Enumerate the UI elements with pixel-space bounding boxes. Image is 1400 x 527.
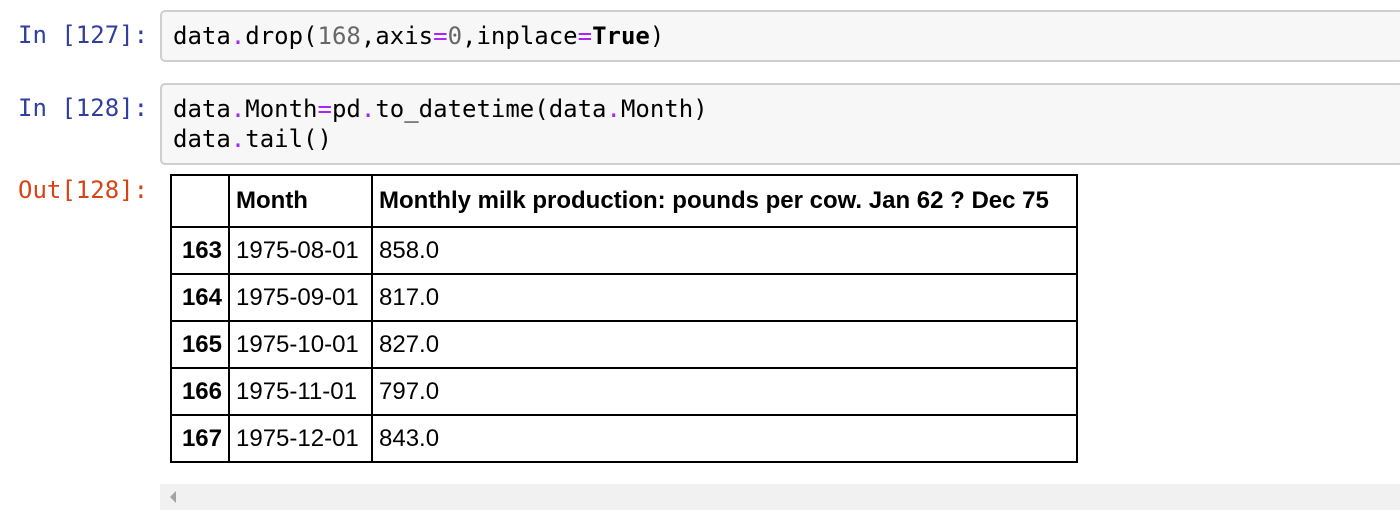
code-token: Month [245, 95, 318, 123]
index-header [170, 174, 230, 228]
scroll-left-arrow-icon[interactable] [170, 491, 176, 503]
table-row: 163 1975-08-01 858.0 [170, 226, 1078, 275]
code-line: data.Month=pd.to_datetime(data.Month) [173, 94, 708, 124]
output-prompt-128: Out[128]: [18, 176, 149, 204]
code-token: to_datetime(data [375, 95, 607, 123]
table-row: 164 1975-09-01 817.0 [170, 273, 1078, 322]
code-line: data.drop(168,axis=0,inplace=True) [173, 21, 664, 51]
code-token: . [230, 22, 246, 50]
value-cell: 827.0 [371, 320, 1078, 369]
code-token: tail() [245, 125, 332, 153]
month-cell: 1975-11-01 [228, 367, 373, 416]
input-prompt-128: In [128]: [18, 94, 149, 122]
code-token: = [317, 95, 332, 123]
code-cell-128[interactable]: data.Month=pd.to_datetime(data.Month) da… [160, 83, 1400, 165]
code-token: ,inplace [462, 22, 578, 50]
code-token: . [230, 95, 246, 123]
code-line: data.tail() [173, 124, 332, 154]
code-token: pd [331, 95, 361, 123]
table-header-row: Month Monthly milk production: pounds pe… [170, 174, 1078, 228]
code-token: ,axis [360, 22, 434, 50]
code-token: = [577, 22, 593, 50]
code-token: . [230, 125, 246, 153]
table-row: 167 1975-12-01 843.0 [170, 414, 1078, 463]
code-token: = [433, 22, 448, 50]
row-index: 166 [170, 367, 230, 416]
code-token: 0 [447, 22, 463, 50]
code-token: data [173, 125, 231, 153]
code-token: . [360, 95, 376, 123]
value-cell: 858.0 [371, 226, 1078, 275]
input-prompt-127: In [127]: [18, 21, 149, 49]
month-column-header: Month [228, 174, 373, 228]
code-cell-127[interactable]: data.drop(168,axis=0,inplace=True) [160, 10, 1400, 62]
code-token: ) [649, 22, 665, 50]
horizontal-scrollbar[interactable] [160, 484, 1400, 510]
code-token: drop( [245, 22, 318, 50]
month-cell: 1975-08-01 [228, 226, 373, 275]
code-token: 168 [317, 22, 361, 50]
code-token: True [592, 22, 650, 50]
month-cell: 1975-09-01 [228, 273, 373, 322]
value-cell: 817.0 [371, 273, 1078, 322]
month-cell: 1975-12-01 [228, 414, 373, 463]
output-area: Month Monthly milk production: pounds pe… [170, 174, 1078, 463]
value-cell: 797.0 [371, 367, 1078, 416]
row-index: 163 [170, 226, 230, 275]
row-index: 165 [170, 320, 230, 369]
code-token: data [173, 22, 231, 50]
table-row: 166 1975-11-01 797.0 [170, 367, 1078, 416]
value-cell: 843.0 [371, 414, 1078, 463]
code-token: . [606, 95, 621, 123]
table-row: 165 1975-10-01 827.0 [170, 320, 1078, 369]
row-index: 164 [170, 273, 230, 322]
month-cell: 1975-10-01 [228, 320, 373, 369]
dataframe-table: Month Monthly milk production: pounds pe… [170, 174, 1078, 463]
code-token: Month) [620, 95, 708, 123]
code-token: data [173, 95, 231, 123]
milk-production-column-header: Monthly milk production: pounds per cow.… [371, 174, 1078, 228]
row-index: 167 [170, 414, 230, 463]
